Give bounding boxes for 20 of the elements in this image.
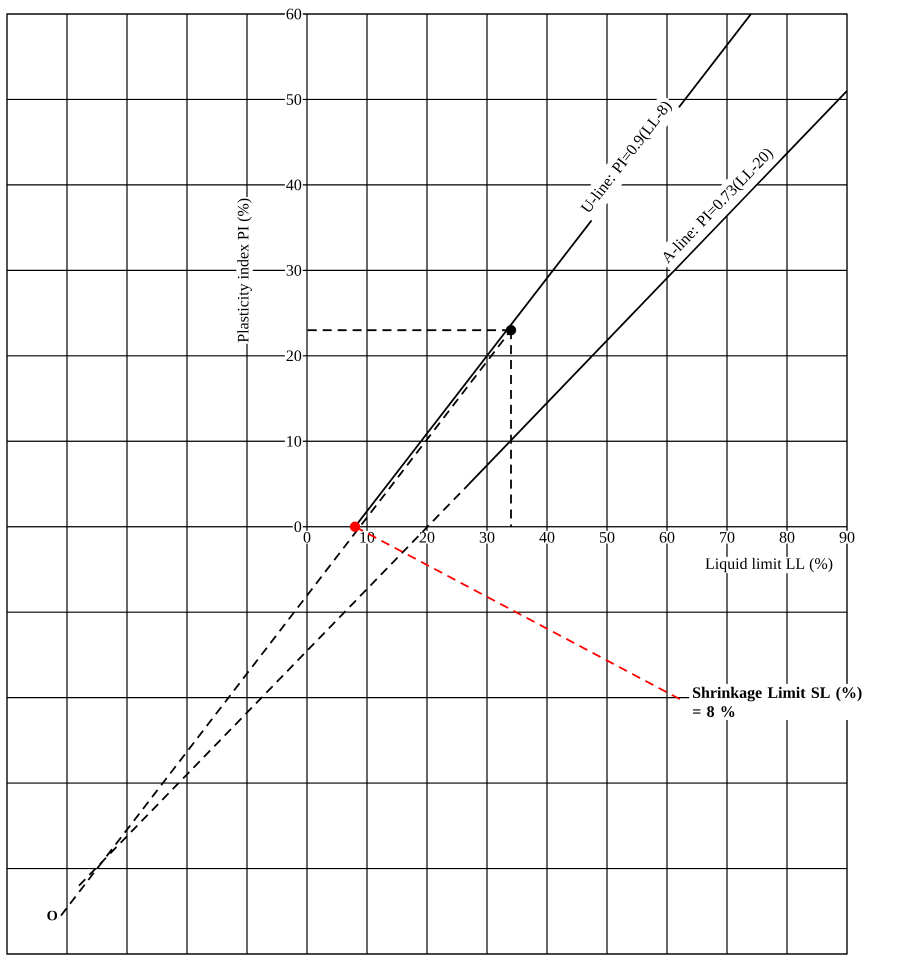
x-tick-label: 40 [539,532,554,543]
x-tick-label: 20 [420,532,434,543]
y-tick-label: 20 [286,350,302,362]
y-tick-label: 0 [294,521,302,532]
y-tick-label: 10 [287,436,302,447]
y-tick-label: 50 [286,94,302,105]
y-tick-label: 60 [286,8,302,20]
y-axis-title: Plasticity index PI (%) [237,198,252,342]
y-tick-label: 30 [286,264,302,276]
x-tick-label: 0 [304,532,310,543]
annotation: O [47,910,58,920]
x-tick-label: 90 [840,532,854,543]
annotation: Shrinkage Limit SL (%) = 8 % [692,686,862,717]
x-tick-label: 60 [660,532,674,543]
x-tick-label: 30 [480,532,494,543]
y-tick-label: 40 [286,180,302,190]
x-tick-label: 50 [600,532,614,543]
x-axis-title: Liquid limit LL (%) [705,558,832,572]
x-tick-label: 80 [780,532,794,543]
x-tick-label: 70 [720,532,734,543]
